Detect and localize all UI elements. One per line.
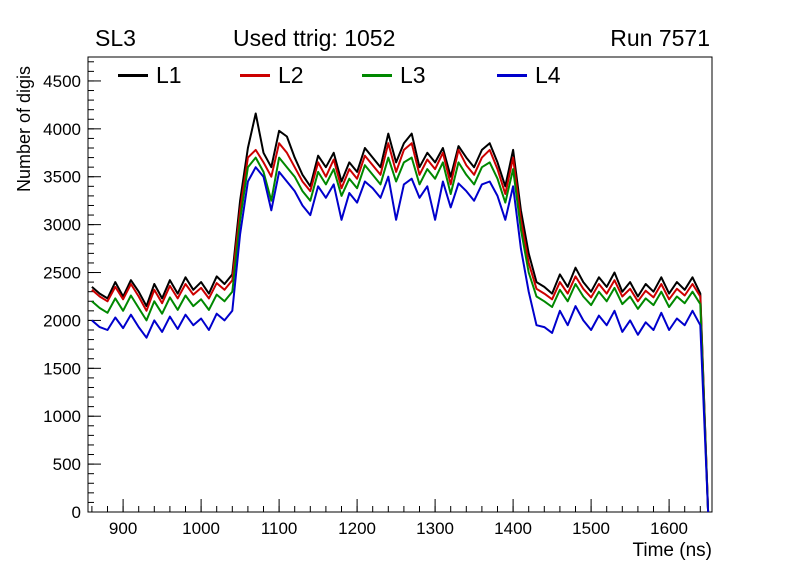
y-tick-label: 2000	[43, 311, 81, 330]
legend-label-l3: L3	[400, 62, 426, 88]
legend-line-swatch-l2	[240, 73, 270, 77]
y-tick-label: 4500	[43, 72, 81, 91]
legend-item-l3: L3	[362, 62, 426, 88]
x-axis-title: Time (ns)	[632, 540, 712, 561]
y-tick-label: 500	[53, 455, 81, 474]
x-tick-label: 1600	[650, 519, 688, 538]
y-tick-label: 4000	[43, 120, 81, 139]
x-tick-label: 1000	[182, 519, 220, 538]
series-line-l1	[91, 112, 710, 513]
legend-item-l2: L2	[240, 62, 304, 88]
y-axis-title: Number of digis	[14, 65, 34, 192]
legend-label-l4: L4	[535, 62, 561, 88]
legend-line-swatch-l3	[362, 73, 392, 77]
plot-frame	[87, 56, 713, 513]
x-tick-label: 1500	[572, 519, 610, 538]
series-line-l3	[91, 156, 710, 513]
y-tick-label: 1500	[43, 359, 81, 378]
legend-item-l4: L4	[497, 62, 561, 88]
x-tick-label: 1400	[494, 519, 532, 538]
y-tick-label: 3500	[43, 168, 81, 187]
legend-line-swatch-l1	[118, 73, 148, 77]
series-line-l4	[91, 166, 710, 513]
y-tick-label: 2500	[43, 264, 81, 283]
x-tick-label: 1300	[416, 519, 454, 538]
legend-label-l1: L1	[156, 62, 182, 88]
y-tick-label: 3000	[43, 216, 81, 235]
x-tick-label: 900	[109, 519, 137, 538]
series-line-l2	[91, 142, 710, 513]
pad-title-center: Used ttrig: 1052	[233, 25, 396, 51]
x-tick-label: 1100	[261, 519, 298, 538]
legend-line-swatch-l4	[497, 73, 527, 77]
legend-label-l2: L2	[278, 62, 304, 88]
x-tick-label: 1200	[338, 519, 376, 538]
pad-title-left: SL3	[95, 25, 136, 51]
y-tick-label: 0	[72, 503, 81, 522]
y-tick-label: 1000	[43, 407, 81, 426]
pad-title-right: Run 7571	[610, 25, 710, 51]
legend-item-l1: L1	[118, 62, 182, 88]
